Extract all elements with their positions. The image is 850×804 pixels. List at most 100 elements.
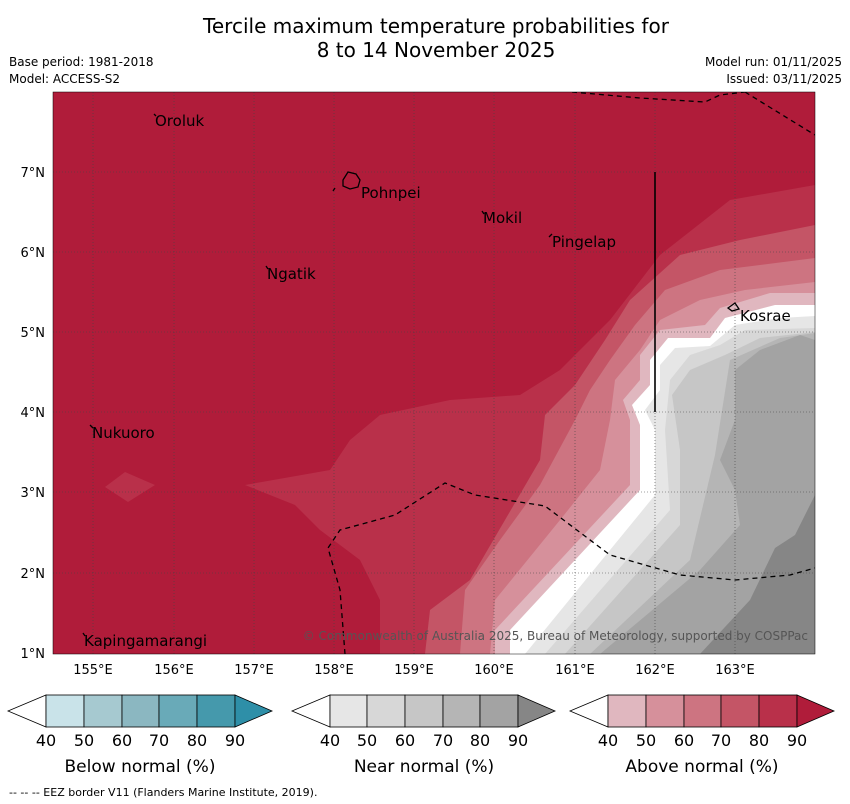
legend-swatch	[568, 694, 609, 728]
legend-tick: 70	[711, 731, 731, 750]
kosrae-island	[726, 302, 741, 312]
lon-tick: 159°E	[394, 663, 434, 678]
near-90-band	[700, 495, 815, 654]
place-oroluk: Oroluk	[155, 112, 204, 130]
legend-tick: 40	[320, 731, 340, 750]
meta-left: Base period: 1981-2018 Model: ACCESS-S2	[9, 54, 154, 88]
legend-swatch	[234, 694, 274, 728]
copyright-notice: © Commonwealth of Australia 2025, Bureau…	[303, 629, 808, 643]
lon-tick: 161°E	[555, 663, 595, 678]
issued-date: Issued: 03/11/2025	[726, 72, 842, 86]
legend-tick: 40	[598, 731, 618, 750]
eez-border	[327, 92, 815, 654]
title-line-2: 8 to 14 November 2025	[316, 38, 556, 62]
legend-swatch	[83, 694, 123, 728]
model-run: Model run: 01/11/2025	[704, 55, 842, 69]
lat-tick: 7°N	[21, 166, 46, 181]
map-frame	[52, 91, 816, 655]
place-ngatik: Ngatik	[267, 265, 316, 283]
legend-swatch	[196, 694, 236, 728]
place-mokil: Mokil	[483, 209, 522, 227]
legend-near-label: Near normal (%)	[354, 757, 494, 777]
lon-tick: 162°E	[635, 663, 675, 678]
legend-below-ticks: 40 50 60 70 80 90	[36, 731, 245, 750]
lat-tick: 5°N	[21, 326, 46, 341]
legend-swatch	[442, 694, 481, 728]
legend-swatch	[720, 694, 760, 728]
oroluk-atoll	[153, 113, 157, 117]
islands	[82, 113, 741, 637]
lon-tick: 160°E	[474, 663, 514, 678]
legend-above-label: Above normal (%)	[625, 757, 778, 777]
legend-below	[6, 694, 274, 728]
mokil-atoll	[481, 210, 485, 215]
nukuoro-atoll	[89, 424, 94, 429]
pingelap-atoll	[548, 233, 553, 238]
legend-tick: 80	[749, 731, 769, 750]
legend-tick: 90	[225, 731, 245, 750]
lat-tick-labels: 7°N 6°N 5°N 4°N 3°N 2°N 1°N	[21, 166, 46, 662]
legend-tick: 70	[433, 731, 453, 750]
legend-tick: 80	[187, 731, 207, 750]
place-pohnpei: Pohnpei	[361, 184, 421, 202]
kapingamarangi-atoll	[82, 632, 86, 637]
place-nukuoro: Nukuoro	[92, 424, 155, 442]
eez-footnote: -- -- -- EEZ border V11 (Flanders Marine…	[9, 786, 318, 799]
legend-swatch	[645, 694, 685, 728]
legend-tick: 80	[470, 731, 490, 750]
ngatik-atoll	[265, 265, 269, 270]
legend-swatch	[329, 694, 368, 728]
legend-swatch	[517, 694, 557, 728]
probability-field: Oroluk Pohnpei Mokil Pingelap Ngatik Kos…	[53, 92, 815, 654]
legend-tick: 90	[508, 731, 528, 750]
legend-swatch	[796, 694, 836, 728]
legend-near	[290, 694, 557, 728]
near-80-band	[600, 335, 815, 654]
lat-tick: 2°N	[21, 567, 46, 582]
legend-swatch	[607, 694, 647, 728]
legend-swatch	[404, 694, 444, 728]
place-pingelap: Pingelap	[552, 233, 616, 251]
legend-tick: 50	[357, 731, 377, 750]
legend-swatch	[479, 694, 519, 728]
legend-tick: 60	[395, 731, 415, 750]
legend-near-ticks: 40 50 60 70 80 90	[320, 731, 528, 750]
legend-swatch	[45, 694, 85, 728]
legend-swatch	[158, 694, 198, 728]
legend-tick: 60	[112, 731, 132, 750]
place-labels: Oroluk Pohnpei Mokil Pingelap Ngatik Kos…	[84, 112, 791, 650]
legend-below-label: Below normal (%)	[65, 757, 216, 777]
lon-tick: 156°E	[154, 663, 194, 678]
legend-tick: 40	[36, 731, 56, 750]
base-period: Base period: 1981-2018	[9, 55, 154, 69]
model-name: Model: ACCESS-S2	[9, 72, 121, 86]
lon-tick: 157°E	[234, 663, 274, 678]
place-kosrae: Kosrae	[740, 307, 791, 325]
graticule	[53, 92, 815, 654]
ant-atoll	[332, 187, 336, 192]
legend-tick: 70	[149, 731, 169, 750]
legend-swatch	[683, 694, 722, 728]
lat-tick: 6°N	[21, 246, 46, 261]
legend-swatch	[290, 694, 331, 728]
lon-tick: 163°E	[715, 663, 755, 678]
meta-right: Model run: 01/11/2025 Issued: 03/11/2025	[705, 54, 842, 88]
lat-tick: 1°N	[21, 647, 46, 662]
above-80-patch	[105, 472, 155, 502]
legend-above-ticks: 40 50 60 70 80 90	[598, 731, 807, 750]
title-line-1: Tercile maximum temperature probabilitie…	[203, 14, 669, 38]
pohnpei-island	[342, 171, 361, 190]
map-title: Tercile maximum temperature probabilitie…	[0, 14, 850, 62]
legend-tick: 60	[674, 731, 694, 750]
legend-above	[568, 694, 836, 728]
lon-tick: 158°E	[314, 663, 354, 678]
legend-swatch	[366, 694, 406, 728]
legend-tick: 50	[74, 731, 94, 750]
legend-tick: 50	[636, 731, 656, 750]
lon-tick: 155°E	[73, 663, 113, 678]
legend-tick: 90	[787, 731, 807, 750]
place-kapingamarangi: Kapingamarangi	[84, 632, 207, 650]
legend-swatch	[6, 694, 47, 728]
lat-tick: 4°N	[21, 406, 46, 421]
